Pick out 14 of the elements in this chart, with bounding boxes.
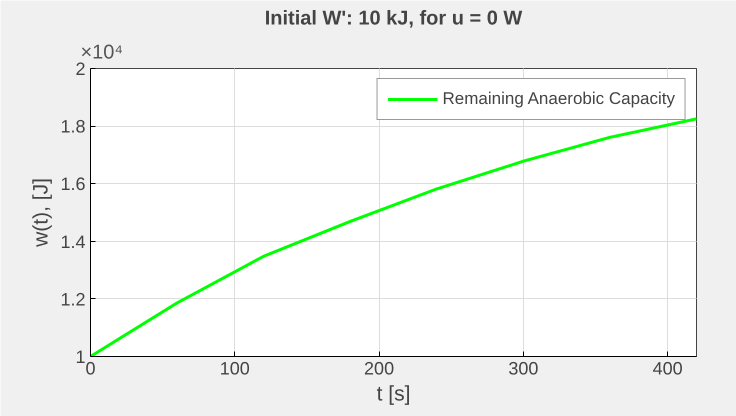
x-tick-label: 300 <box>508 358 538 378</box>
x-tick-label: 0 <box>85 358 96 378</box>
x-tick-label: 200 <box>364 358 394 378</box>
y-tick-label: 1 <box>75 347 86 367</box>
x-tick-label: 100 <box>220 358 250 378</box>
x-tick-label: 400 <box>652 358 683 378</box>
y-tick-label: 1.6 <box>60 174 86 194</box>
y-tick-label: 1.4 <box>60 232 86 252</box>
legend-label: Remaining Anaerobic Capacity <box>442 89 675 109</box>
y-tick-label: 1.2 <box>60 289 86 310</box>
chart-title: Initial W': 10 kJ, for u = 0 W <box>264 8 522 30</box>
x-axis-title: t [s] <box>376 382 410 406</box>
y-axis-title: w(t), [J] <box>29 178 52 248</box>
y-tick-label: 1.8 <box>60 116 86 137</box>
